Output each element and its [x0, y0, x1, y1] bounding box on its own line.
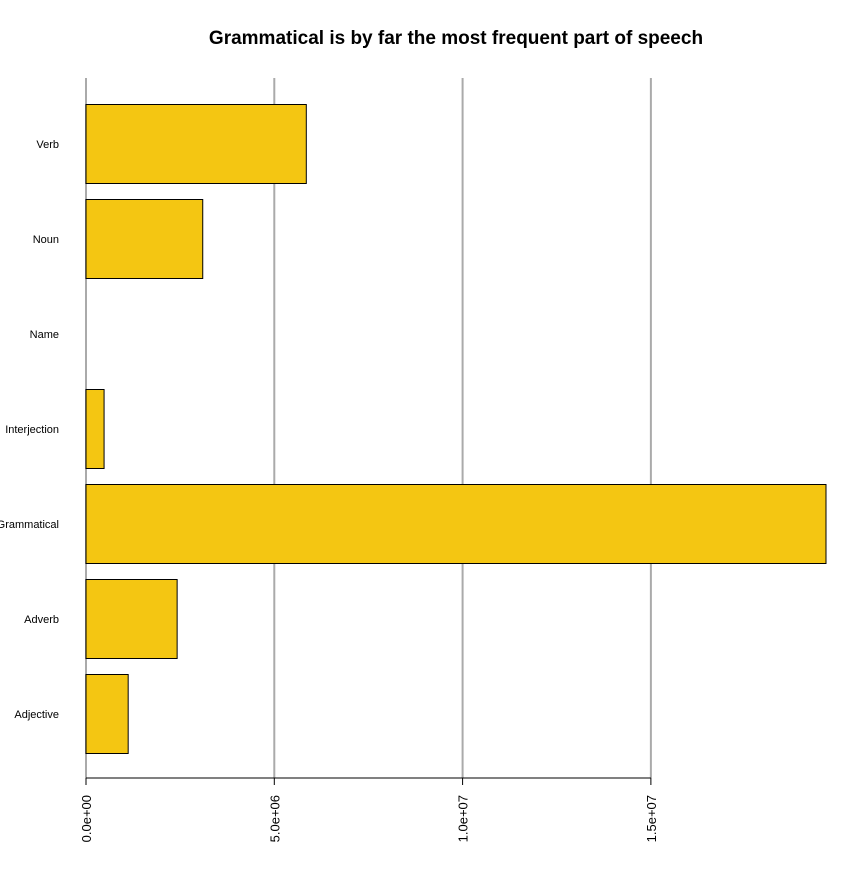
bar-grammatical	[85, 484, 827, 564]
bar-adjective	[85, 674, 129, 754]
category-label-noun: Noun	[33, 234, 59, 246]
bar-interjection	[85, 389, 105, 469]
category-label-verb: Verb	[36, 139, 59, 151]
bar-verb	[85, 104, 307, 184]
bar-noun	[85, 199, 204, 279]
category-label-adjective: Adjective	[14, 709, 59, 721]
x-tick-label-2: 1.0e+07	[456, 795, 471, 842]
bars	[85, 104, 827, 754]
category-label-grammatical: Grammatical	[0, 519, 59, 531]
x-axis: 0.0e+00 5.0e+06 1.0e+07 1.5e+07	[79, 777, 659, 842]
category-label-adverb: Adverb	[24, 614, 59, 626]
bar-adverb	[85, 579, 178, 659]
x-tick-label-0: 0.0e+00	[79, 795, 94, 842]
x-tick-label-3: 1.5e+07	[644, 795, 659, 842]
x-tick-label-1: 5.0e+06	[267, 795, 282, 842]
chart-title: Grammatical is by far the most frequent …	[208, 28, 704, 49]
category-label-name: Name	[30, 329, 59, 341]
category-labels: Verb Noun Name Interjection Grammatical Adver…	[0, 139, 59, 721]
category-label-interjection: Interjection	[5, 424, 59, 436]
